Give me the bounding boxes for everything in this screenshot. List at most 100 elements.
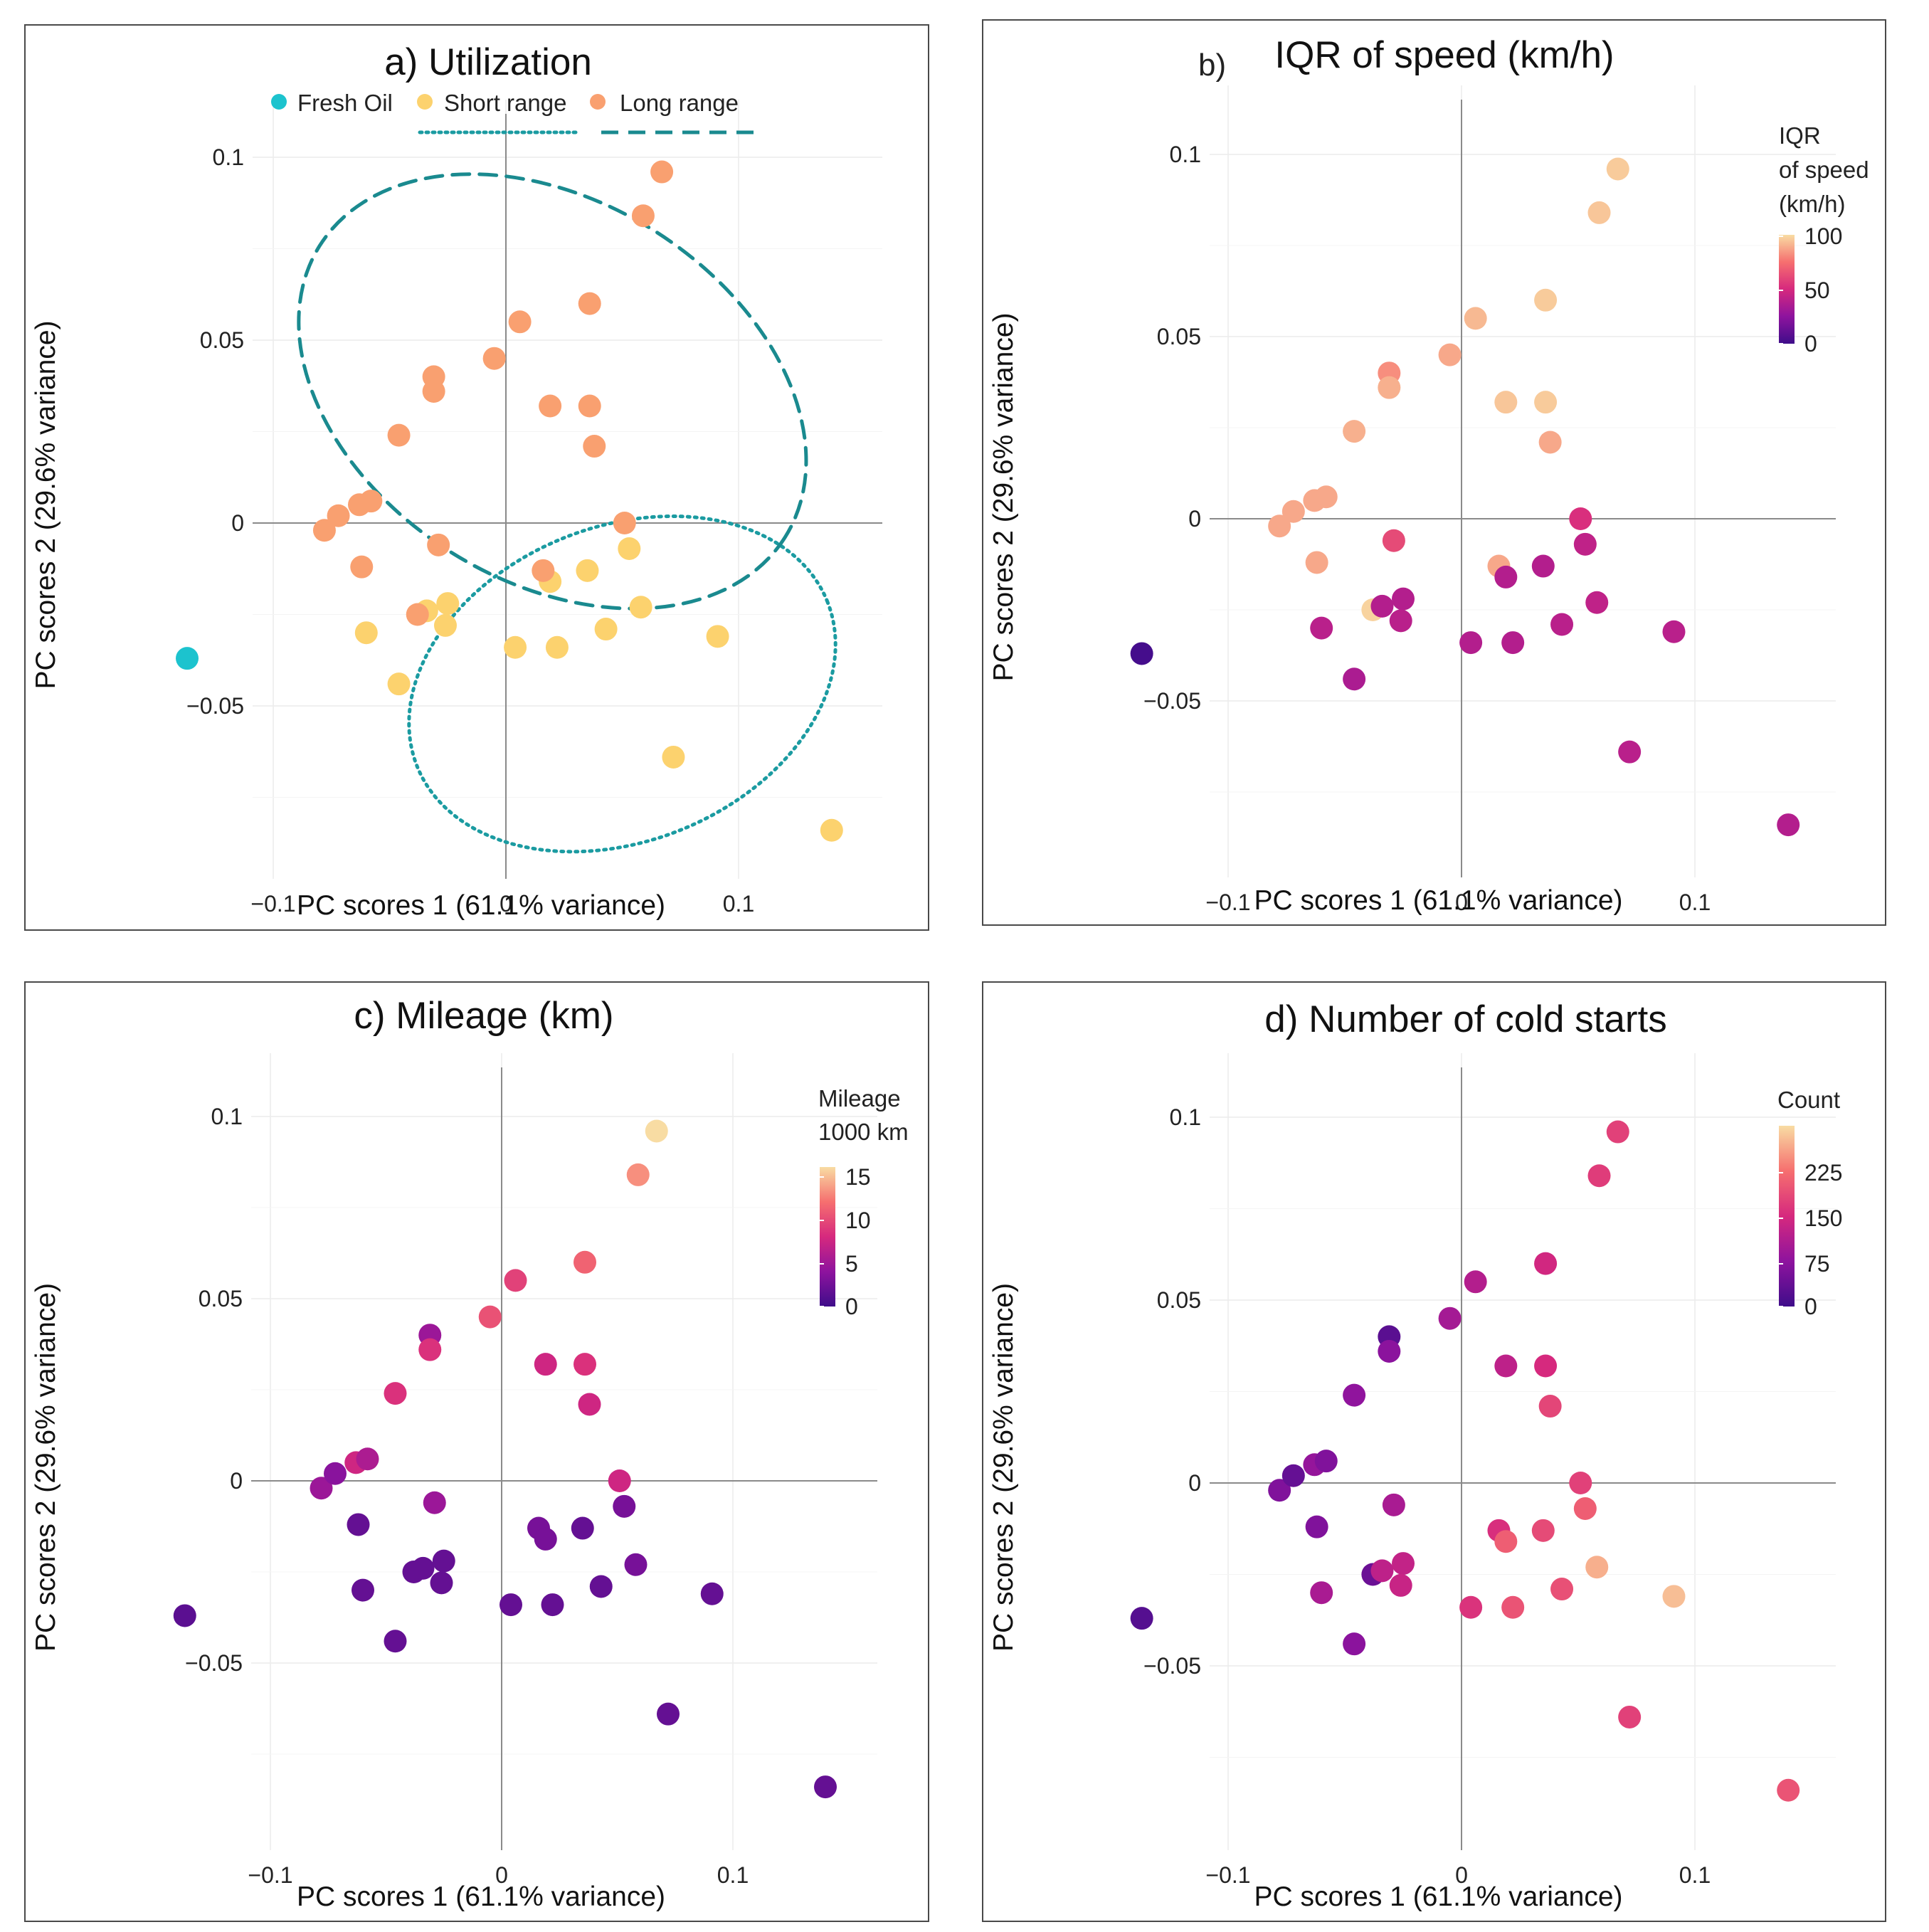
x-axis-title: PC scores 1 (61.1% variance) bbox=[1254, 885, 1622, 916]
point-short-range bbox=[618, 537, 641, 560]
data-point bbox=[1501, 1595, 1525, 1619]
colorbar-tick-label: 225 bbox=[1804, 1160, 1842, 1186]
y-tick-label: 0 bbox=[231, 510, 244, 536]
colorbar-title: of speed bbox=[1779, 157, 1869, 183]
data-point bbox=[1459, 631, 1483, 655]
panel-frame bbox=[982, 981, 1886, 1922]
y-axis-title: PC scores 2 (29.6% variance) bbox=[31, 1283, 61, 1652]
point-long-range bbox=[327, 504, 350, 527]
point-short-range bbox=[629, 596, 652, 619]
data-point bbox=[1268, 514, 1291, 538]
y-axis-title: PC scores 2 (29.6% variance) bbox=[31, 320, 61, 689]
x-axis-title: PC scores 1 (61.1% variance) bbox=[297, 1881, 665, 1912]
data-point bbox=[1569, 507, 1592, 530]
panel-title: a) Utilization bbox=[384, 41, 592, 83]
colorbar-title: 1000 km bbox=[818, 1119, 909, 1145]
y-tick-label: −0.05 bbox=[186, 693, 244, 719]
point-long-range bbox=[350, 555, 374, 579]
panel-d-cold-starts: −0.1 0 0.1 −0.05 0 0.05 0.1 PC scores 1 (61.1% … bbox=[982, 981, 1886, 1922]
point-short-range bbox=[662, 745, 685, 769]
y-tick-label: −0.05 bbox=[1143, 1653, 1201, 1679]
point-fresh-oil bbox=[176, 647, 199, 670]
data-point bbox=[1343, 420, 1366, 443]
colorbar-tick-label: 50 bbox=[1804, 278, 1830, 303]
data-point bbox=[1618, 1705, 1642, 1728]
legend-dot-long-range bbox=[590, 94, 606, 110]
y-tick-label: 0 bbox=[1188, 1470, 1201, 1496]
data-point bbox=[1268, 1479, 1291, 1502]
data-point bbox=[700, 1582, 724, 1605]
colorbar-tick-label: 5 bbox=[845, 1251, 858, 1277]
x-tick-label: −0.1 bbox=[1205, 890, 1250, 915]
data-point bbox=[500, 1593, 522, 1617]
data-point bbox=[1382, 529, 1405, 552]
data-point bbox=[1378, 376, 1401, 399]
legend-label: Long range bbox=[620, 90, 739, 116]
data-point bbox=[571, 1516, 594, 1540]
data-point bbox=[1459, 1595, 1483, 1619]
point-long-range bbox=[539, 394, 562, 418]
data-point bbox=[1464, 307, 1487, 330]
data-point bbox=[411, 1556, 435, 1580]
point-short-range bbox=[820, 818, 843, 842]
y-axis-title: PC scores 2 (29.6% variance) bbox=[988, 1283, 1019, 1652]
colorbar bbox=[1779, 235, 1795, 344]
x-tick-label: 0.1 bbox=[1679, 1862, 1711, 1888]
y-tick-label: 0.05 bbox=[1157, 1287, 1201, 1313]
panel-frame bbox=[982, 19, 1886, 926]
data-point bbox=[1389, 609, 1412, 633]
colorbar bbox=[820, 1167, 835, 1307]
data-point bbox=[1464, 1270, 1487, 1294]
panel-title: d) Number of cold starts bbox=[1264, 998, 1667, 1040]
data-point bbox=[1314, 485, 1338, 509]
point-long-range bbox=[482, 347, 506, 370]
data-point bbox=[1438, 1307, 1462, 1330]
point-long-range bbox=[532, 559, 555, 582]
panel-frame bbox=[24, 981, 929, 1922]
point-short-range bbox=[354, 621, 378, 645]
panel-title: c) Mileage (km) bbox=[354, 995, 613, 1037]
x-tick-label: 0 bbox=[1455, 890, 1468, 915]
data-point bbox=[1538, 431, 1562, 454]
panel-b-iqr-speed: −0.1 0 0.1 −0.05 0 0.05 0.1 PC scores 1 (61.1% … bbox=[982, 19, 1886, 926]
point-long-range bbox=[387, 423, 411, 447]
y-tick-label: 0.1 bbox=[1170, 142, 1201, 167]
panel-c-mileage: −0.1 0 0.1 −0.05 0 0.05 0.1 PC scores 1 (61.1% … bbox=[24, 981, 929, 1922]
data-point bbox=[645, 1119, 668, 1143]
data-point bbox=[1534, 1252, 1558, 1275]
point-short-range bbox=[433, 613, 457, 637]
point-short-range bbox=[706, 625, 729, 648]
x-tick-label: −0.1 bbox=[248, 1862, 292, 1888]
data-point bbox=[1573, 532, 1597, 556]
data-point bbox=[1534, 288, 1558, 312]
panel-title: IQR of speed (km/h) bbox=[1274, 34, 1614, 76]
data-point bbox=[1777, 813, 1800, 837]
y-tick-label: −0.05 bbox=[185, 1650, 243, 1676]
data-point bbox=[1606, 1120, 1629, 1144]
point-long-range bbox=[650, 160, 674, 184]
y-tick-label: 0.1 bbox=[211, 1104, 243, 1129]
data-point bbox=[1573, 1496, 1597, 1520]
colorbar-title: Count bbox=[1777, 1087, 1840, 1113]
colorbar-tick-label: 0 bbox=[845, 1294, 858, 1319]
data-point bbox=[1389, 1573, 1412, 1597]
data-point bbox=[1534, 1354, 1558, 1378]
data-point bbox=[1130, 642, 1153, 665]
data-point bbox=[613, 1494, 636, 1518]
panel-title-prefix: b) bbox=[1198, 48, 1226, 83]
data-point bbox=[1531, 1519, 1555, 1542]
data-point bbox=[1550, 1578, 1574, 1601]
data-point bbox=[1382, 1493, 1405, 1516]
data-point bbox=[626, 1163, 650, 1186]
y-tick-label: 0.05 bbox=[200, 327, 244, 353]
y-tick-label: 0.05 bbox=[199, 1286, 243, 1311]
ellipse-long-range bbox=[297, 172, 808, 611]
panel-frame bbox=[24, 24, 929, 931]
colorbar-tick-label: 0 bbox=[1804, 1294, 1817, 1319]
data-point bbox=[1585, 1556, 1609, 1579]
data-point bbox=[1606, 157, 1629, 181]
data-point bbox=[1550, 613, 1574, 636]
data-point bbox=[1392, 587, 1415, 611]
y-tick-label: 0.05 bbox=[1157, 324, 1201, 349]
